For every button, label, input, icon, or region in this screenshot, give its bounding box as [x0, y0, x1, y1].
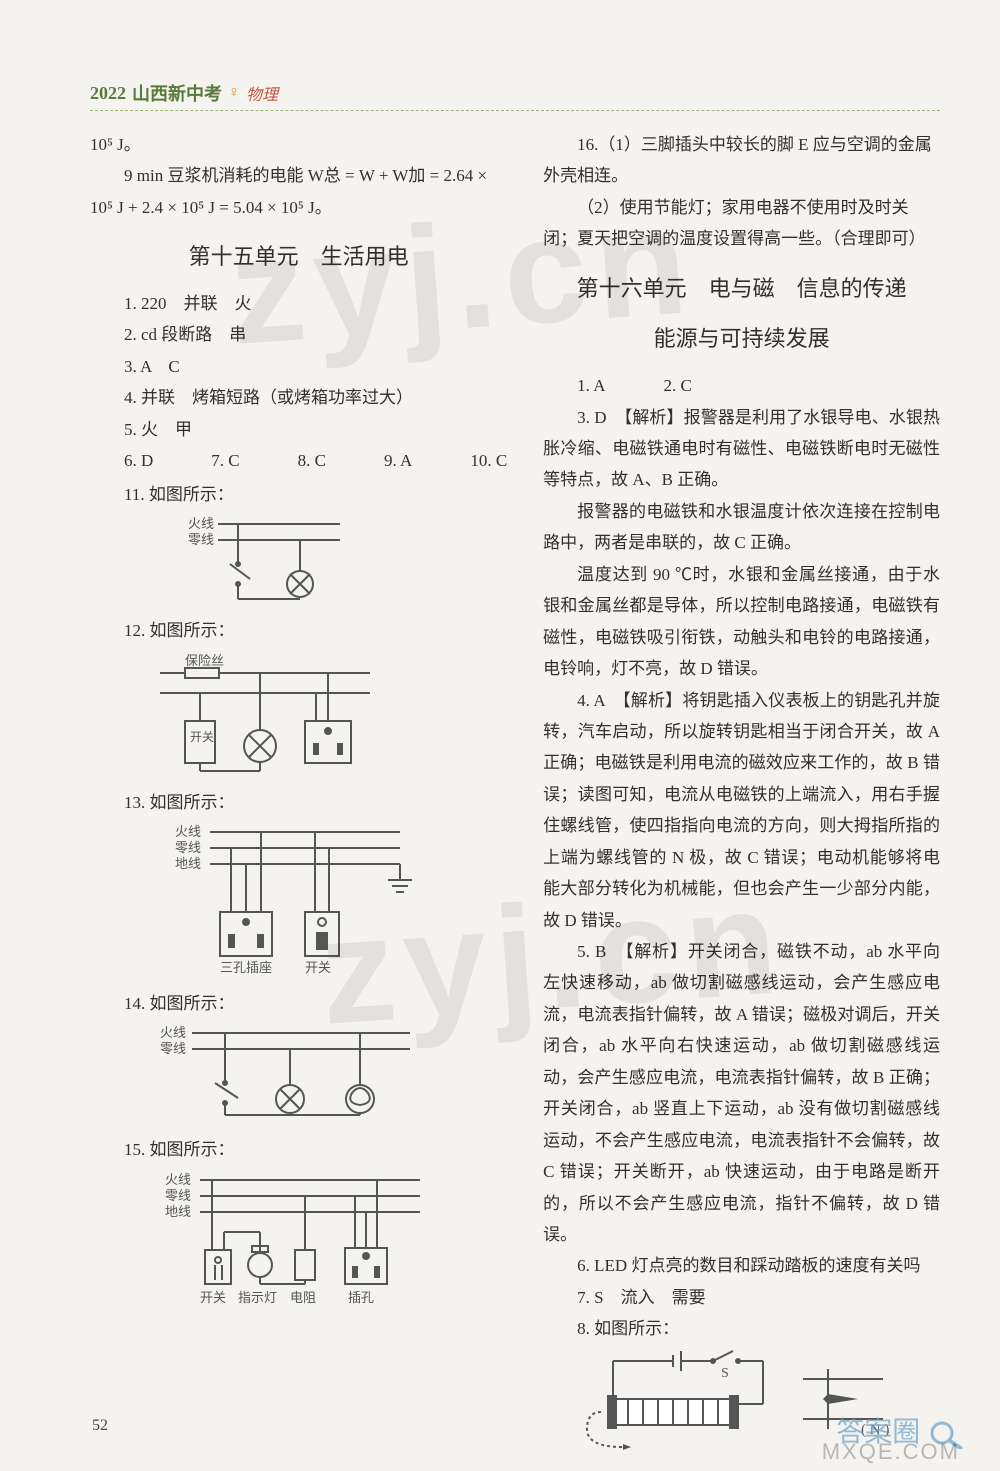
circuit-11-svg: 火线 零线: [130, 514, 350, 609]
answer-row: 6. D 7. C 8. C 9. A 10. C: [90, 445, 507, 476]
label: S: [721, 1366, 729, 1381]
watermark-url: MXQE.COM: [822, 1439, 960, 1465]
circuit-15-svg: 火线 零线 地线 开关: [130, 1170, 440, 1320]
analysis-block: 温度达到 90 ℃时，水银和金属丝接通，由于水银和金属丝都是导体，所以控制电路接…: [543, 559, 940, 685]
fig-caption: 11. 如图所示：: [90, 479, 507, 510]
label: 火线: [165, 1172, 191, 1187]
answer-item: 8. C: [264, 445, 326, 476]
circuit-13-svg: 火线 零线 地线: [130, 822, 430, 982]
answer-item: 7. C: [177, 445, 239, 476]
fig-caption: 12. 如图所示：: [90, 615, 507, 646]
answer-row: 1. A 2. C: [543, 370, 940, 401]
figure-12: 保险丝 开关: [130, 651, 507, 781]
fig-caption: 13. 如图所示：: [90, 787, 507, 818]
answer-line: 4. 并联 烤箱短路（或烤箱功率过大）: [90, 382, 507, 413]
header-title: 山西新中考: [132, 80, 222, 106]
text-block: 16.（1）三脚插头中较长的脚 E 应与空调的金属外壳相连。: [543, 129, 940, 192]
answer-item: 1. A: [543, 370, 605, 401]
label: 地线: [175, 856, 201, 871]
page-root: 2022 山西新中考 ♀ 物理 10⁵ J。 9 min 豆浆机消耗的电能 W总…: [0, 0, 1000, 1471]
circuit-14-svg: 火线 零线: [130, 1023, 430, 1128]
answer-line: 2. cd 段断路 串: [90, 319, 507, 350]
answer-line: 6. LED 灯点亮的数目和踩动踏板的速度有关吗: [543, 1250, 940, 1281]
answer-line: 7. S 流入 需要: [543, 1282, 940, 1313]
answer-item: 6. D: [90, 445, 153, 476]
label: 保险丝: [185, 653, 224, 668]
label: 地线: [165, 1204, 191, 1219]
answer-line: 3. A C: [90, 351, 507, 382]
right-column: 16.（1）三脚插头中较长的脚 E 应与空调的金属外壳相连。 （2）使用节能灯；…: [543, 129, 940, 1359]
bulb-icon: ♀: [228, 84, 240, 102]
page-number: 52: [92, 1417, 108, 1435]
label: 开关: [305, 960, 331, 975]
label: 火线: [175, 824, 201, 839]
text-line: 9 min 豆浆机消耗的电能 W总 = W + W加 = 2.64 ×: [90, 160, 507, 191]
figure-14: 火线 零线: [130, 1023, 507, 1128]
figure-15: 火线 零线 地线 开关: [130, 1170, 507, 1320]
answer-line: 1. 220 并联 火: [90, 288, 507, 319]
label: 零线: [160, 1041, 186, 1056]
analysis-block: 5. B 【解析】开关闭合，磁铁不动，ab 水平向左快速移动，ab 做切割磁感线…: [543, 936, 940, 1250]
fig-caption: 14. 如图所示：: [90, 988, 507, 1019]
analysis-block: 报警器的电磁铁和水银温度计依次连接在控制电路中，两者是串联的，故 C 正确。: [543, 496, 940, 559]
label: 火线: [188, 516, 214, 531]
label: 零线: [188, 532, 214, 547]
two-column-layout: 10⁵ J。 9 min 豆浆机消耗的电能 W总 = W + W加 = 2.64…: [90, 129, 940, 1359]
label: 开关: [190, 730, 214, 744]
answer-item: 9. A: [350, 445, 412, 476]
circuit-12-svg: 保险丝 开关: [130, 651, 390, 781]
header-subject: 物理: [246, 81, 278, 105]
unit15-title: 第十五单元 生活用电: [90, 237, 507, 278]
label: 开关: [200, 1290, 226, 1305]
label: 指示灯: [238, 1290, 277, 1305]
label: 零线: [165, 1188, 191, 1203]
answer-line: 5. 火 甲: [90, 414, 507, 445]
text-line: 10⁵ J。: [90, 129, 507, 160]
answer-item: 10. C: [436, 445, 507, 476]
unit16-title: 第十六单元 电与磁 信息的传递: [543, 269, 940, 310]
text-block: （2）使用节能灯；家用电器不使用时及时关闭；夏天把空调的温度设置得高一些。（合理…: [543, 192, 940, 255]
analysis-block: 3. D 【解析】报警器是利用了水银导电、水银热胀冷缩、电磁铁通电时有磁性、电磁…: [543, 402, 940, 496]
header-year: 2022: [90, 83, 126, 104]
fig-caption: 15. 如图所示：: [90, 1134, 507, 1165]
label: 零线: [175, 840, 201, 855]
label: 插孔: [348, 1290, 374, 1305]
label: 火线: [160, 1025, 186, 1040]
analysis-block: 4. A 【解析】将钥匙插入仪表板上的钥匙孔并旋转，汽车启动，所以旋转钥匙相当于…: [543, 685, 940, 937]
page-header: 2022 山西新中考 ♀ 物理: [90, 80, 940, 111]
figure-11: 火线 零线: [130, 514, 507, 609]
answer-item: 2. C: [630, 370, 692, 401]
figure-13: 火线 零线 地线: [130, 822, 507, 982]
text-line: 10⁵ J + 2.4 × 10⁵ J = 5.04 × 10⁵ J。: [90, 192, 507, 223]
label: 三孔插座: [220, 960, 272, 975]
unit16-subtitle: 能源与可持续发展: [543, 319, 940, 360]
fig-caption: 8. 如图所示：: [543, 1313, 940, 1344]
left-column: 10⁵ J。 9 min 豆浆机消耗的电能 W总 = W + W加 = 2.64…: [90, 129, 507, 1359]
label: 电阻: [290, 1290, 316, 1305]
